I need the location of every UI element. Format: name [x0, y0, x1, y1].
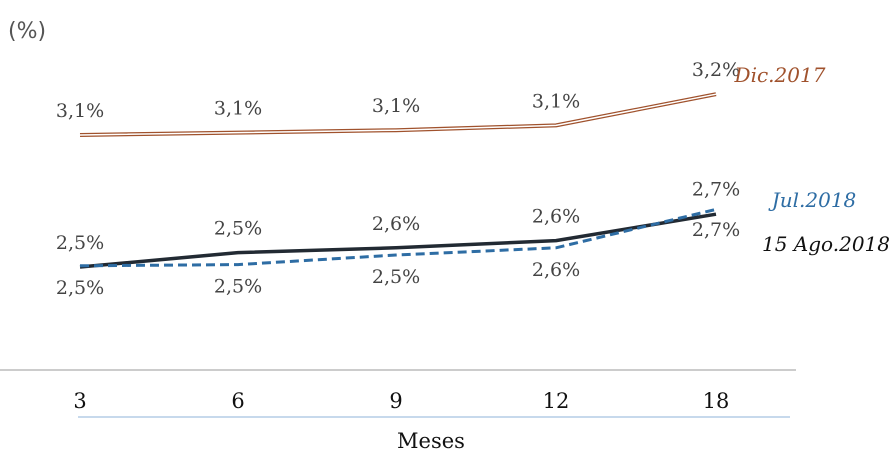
- data-label-ago2018: 2,5%: [214, 218, 262, 240]
- data-label-ago2018: 2,6%: [532, 206, 580, 228]
- data-label-jul2018: 2,5%: [372, 266, 420, 288]
- data-label-dic2017: 3,1%: [532, 90, 580, 112]
- series-name-ago2018: 15 Ago.2018: [762, 232, 890, 256]
- data-label-ago2018: 2,7%: [692, 219, 740, 241]
- series-name-jul2018: Jul.2018: [768, 188, 857, 212]
- y-axis-label: (%): [8, 19, 46, 44]
- series-line-dic2017-inner: [79, 93, 717, 136]
- series-name-dic2017: Dic.2017: [734, 63, 826, 87]
- data-label-dic2017: 3,1%: [214, 98, 262, 120]
- data-label-ago2018: 2,6%: [372, 213, 420, 235]
- data-label-jul2018: 2,5%: [56, 277, 104, 299]
- series-line-jul2018: [79, 207, 717, 268]
- x-tick-label: 6: [231, 389, 244, 413]
- x-tick-labels: 3 6 9 12 18: [73, 389, 729, 413]
- data-label-jul2018: 2,5%: [214, 276, 262, 298]
- x-tick-label: 9: [389, 389, 402, 413]
- series-layer: [79, 92, 717, 269]
- x-axis-label: Meses: [397, 429, 465, 452]
- data-label-jul2018: 2,6%: [532, 259, 580, 281]
- data-label-dic2017: 3,1%: [372, 95, 420, 117]
- x-tick-label: 12: [543, 389, 570, 413]
- data-label-dic2017: 3,1%: [56, 100, 104, 122]
- x-tick-label: 3: [73, 389, 86, 413]
- data-labels: 3,1% 3,1% 3,1% 3,1% 3,2% 2,5% 2,5% 2,6% 2,6% 2,7%…: [56, 59, 890, 299]
- x-tick-label: 18: [703, 389, 730, 413]
- series-line-ago2018: [79, 212, 717, 269]
- data-label-ago2018: 2,5%: [56, 232, 104, 254]
- data-label-jul2018: 2,7%: [692, 178, 740, 200]
- data-label-dic2017: 3,2%: [692, 59, 740, 81]
